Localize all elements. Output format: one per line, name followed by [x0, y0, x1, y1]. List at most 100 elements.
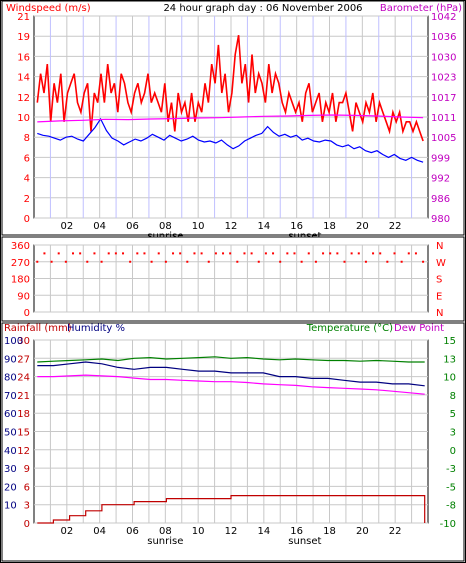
x-tick-label: 02	[60, 526, 73, 537]
dewpoint-series-line	[37, 374, 425, 395]
temp-tick-label: -5	[446, 482, 456, 493]
y-tick-label: 12	[17, 93, 30, 104]
direction-point	[329, 252, 332, 255]
y-right-tick-label: 986	[431, 194, 450, 205]
average-series-line	[37, 117, 424, 163]
y-right-tick-label: 1011	[431, 113, 456, 124]
rainfall-series-line	[37, 495, 426, 524]
dewpoint-axis-label: Dew Point	[394, 323, 444, 334]
y-right-tick-label: 1036	[431, 32, 456, 43]
humidity-series-line	[37, 361, 425, 387]
x-tick-label: 04	[93, 221, 106, 232]
direction-point	[357, 252, 360, 255]
temp-tick-label: 13	[443, 354, 456, 365]
sunset-label: sunset	[288, 536, 321, 547]
y-right-tick-label: 1042	[431, 12, 456, 23]
y-tick-label: 21	[17, 12, 30, 23]
x-tick-label: 10	[192, 526, 205, 537]
x-tick-label: 06	[126, 221, 139, 232]
direction-point	[364, 260, 367, 263]
humidity-tick-label: 50	[4, 428, 17, 439]
x-tick-label: 18	[323, 526, 336, 537]
temperature-humidity-panel: Rainfall (mm) Humidity % Temperature (°C…	[1, 322, 465, 562]
direction-point	[122, 252, 125, 255]
temp-tick-label: 5	[450, 409, 456, 420]
direction-point	[236, 260, 239, 263]
y-tick-label: 180	[11, 275, 30, 286]
compass-label: N	[436, 241, 443, 252]
y-tick-label: 2	[24, 194, 30, 205]
windspeed-axis-label: Windspeed (m/s)	[6, 3, 91, 14]
direction-point	[336, 252, 339, 255]
x-tick-label: 04	[93, 526, 106, 537]
direction-point	[222, 252, 225, 255]
humidity-tick-label: 60	[4, 409, 17, 420]
gust-series-line	[36, 35, 424, 142]
direction-point	[272, 252, 275, 255]
direction-point	[257, 260, 260, 263]
chart-title: 24 hour graph day : 06 November 2006	[163, 3, 362, 14]
direction-point	[264, 252, 267, 255]
direction-point	[107, 252, 110, 255]
x-tick-label: 16	[290, 221, 303, 232]
direction-point	[379, 252, 382, 255]
direction-point	[57, 252, 60, 255]
direction-point	[279, 260, 282, 263]
direction-point	[64, 260, 67, 263]
temp-tick-label: 0	[450, 446, 456, 457]
temp-tick-label: 15	[443, 336, 456, 347]
sunrise-label: sunrise	[147, 536, 183, 547]
temp-tick-label: -3	[446, 464, 456, 475]
direction-point	[322, 252, 325, 255]
humidity-tick-label: 10	[4, 501, 17, 512]
barometer-series-line	[37, 114, 424, 123]
compass-label: S	[436, 275, 442, 286]
direction-point	[314, 260, 317, 263]
y-right-tick-label: 980	[431, 214, 450, 225]
direction-point	[243, 252, 246, 255]
direction-point	[300, 260, 303, 263]
temp-tick-label: 3	[450, 428, 456, 439]
temp-tick-label: -10	[440, 519, 456, 530]
direction-point	[143, 252, 146, 255]
direction-point	[343, 260, 346, 263]
temperature-series-line	[37, 356, 425, 363]
direction-point	[86, 260, 89, 263]
x-tick-label: 20	[356, 221, 369, 232]
humidity-tick-label: 40	[4, 446, 17, 457]
temp-tick-label: -8	[446, 501, 456, 512]
direction-point	[50, 260, 53, 263]
direction-point	[193, 252, 196, 255]
y-right-tick-label: 999	[431, 153, 450, 164]
direction-point	[186, 260, 189, 263]
x-tick-label: 06	[126, 526, 139, 537]
y-tick-label: 19	[17, 32, 30, 43]
direction-point	[307, 252, 310, 255]
direction-point	[43, 252, 46, 255]
compass-label: E	[436, 291, 442, 302]
rainfall-axis-label: Rainfall (mm)	[4, 323, 72, 334]
rain-tick-label: 15	[17, 428, 30, 439]
humidity-tick-label: 90	[4, 354, 17, 365]
humidity-tick-label: 100	[4, 336, 23, 347]
y-tick-label: 10	[17, 113, 30, 124]
humidity-tick-label: 30	[4, 464, 17, 475]
y-tick-label: 16	[17, 52, 30, 63]
direction-point	[207, 260, 210, 263]
direction-point	[72, 252, 75, 255]
direction-point	[114, 252, 117, 255]
y-tick-label: 0	[24, 308, 30, 319]
direction-point	[179, 252, 182, 255]
humidity-tick-label: 20	[4, 482, 17, 493]
y-right-tick-label: 1017	[431, 93, 456, 104]
direction-point	[129, 260, 132, 263]
rain-tick-label: 30	[17, 336, 30, 347]
direction-point	[250, 252, 253, 255]
direction-point	[164, 260, 167, 263]
x-tick-label: 16	[290, 526, 303, 537]
y-tick-label: 90	[17, 291, 30, 302]
y-tick-label: 14	[17, 73, 30, 84]
x-tick-label: 10	[192, 221, 205, 232]
direction-point	[100, 260, 103, 263]
humidity-tick-label: 80	[4, 373, 17, 384]
